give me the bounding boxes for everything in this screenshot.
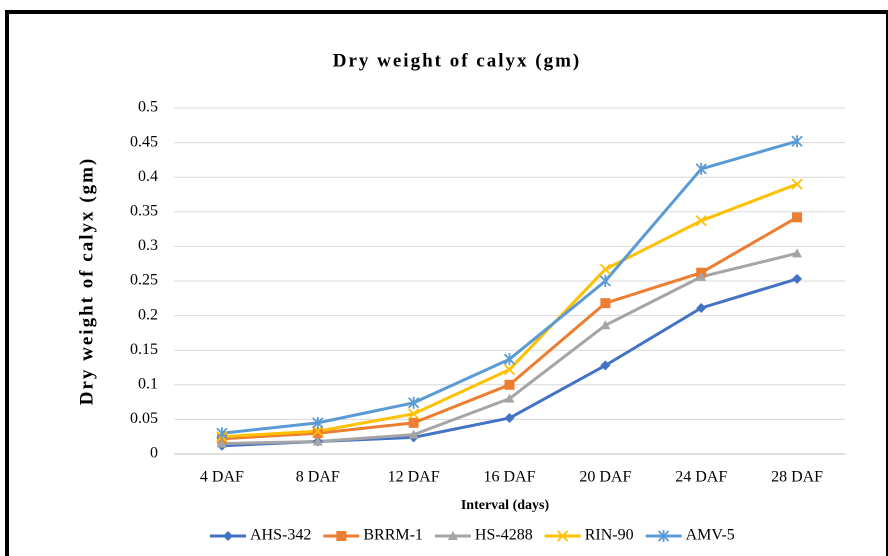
y-tick-label: 0.35 (130, 202, 158, 219)
chart-title: Dry weight of calyx (gm) (333, 50, 582, 71)
marker (312, 416, 324, 429)
marker (504, 393, 515, 403)
marker (599, 275, 611, 287)
legend-label: BRRM-1 (363, 527, 423, 544)
marker (600, 298, 611, 309)
marker (312, 436, 323, 446)
legend-label: AMV-5 (686, 527, 735, 544)
x-tick-label: 8 DAF (296, 469, 340, 486)
marker (408, 429, 419, 439)
marker (791, 178, 803, 190)
y-tick-label: 0.2 (138, 306, 158, 323)
marker (312, 428, 323, 439)
y-tick-label: 0.1 (138, 375, 158, 392)
x-tick-label: 4 DAF (200, 469, 244, 486)
marker (696, 302, 707, 313)
marker (312, 425, 324, 437)
marker (600, 320, 611, 330)
marker (503, 363, 516, 376)
x-tick-label: 12 DAF (388, 469, 440, 486)
marker (503, 353, 516, 366)
x-tick-label: 24 DAF (675, 469, 727, 486)
x-tick-label: 28 DAF (771, 469, 823, 486)
marker (408, 408, 420, 420)
marker (447, 531, 458, 540)
marker (792, 212, 803, 223)
marker (216, 438, 227, 448)
chart-frame (5, 10, 888, 556)
marker (695, 162, 707, 175)
marker (792, 248, 803, 258)
marker (223, 531, 233, 541)
x-tick-label: 16 DAF (483, 469, 535, 486)
marker (408, 417, 419, 428)
y-tick-label: 0.45 (130, 133, 158, 150)
marker (557, 530, 569, 542)
marker (216, 427, 228, 440)
marker (336, 531, 347, 541)
y-tick-label: 0 (150, 445, 158, 462)
marker (657, 530, 670, 542)
marker (696, 271, 707, 281)
y-tick-label: 0.25 (130, 272, 158, 289)
marker (504, 379, 515, 390)
marker (792, 273, 803, 284)
y-tick-label: 0.15 (130, 341, 158, 358)
y-tick-label: 0.3 (138, 237, 158, 254)
x-tick-label: 20 DAF (579, 469, 631, 486)
marker (695, 215, 707, 227)
legend-label: HS-4288 (475, 527, 533, 544)
legend-label: RIN-90 (585, 527, 634, 544)
marker (504, 413, 515, 424)
marker (599, 263, 611, 275)
marker (408, 396, 420, 409)
legend-label: AHS-342 (250, 527, 311, 544)
y-tick-label: 0.4 (138, 168, 158, 185)
y-tick-label: 0.5 (138, 99, 158, 116)
y-tick-label: 0.05 (130, 410, 158, 427)
marker (791, 135, 803, 148)
x-axis-label: Interval (days) (461, 498, 550, 513)
y-axis-label: Dry weight of calyx (gm) (76, 157, 97, 406)
marker (600, 360, 611, 371)
